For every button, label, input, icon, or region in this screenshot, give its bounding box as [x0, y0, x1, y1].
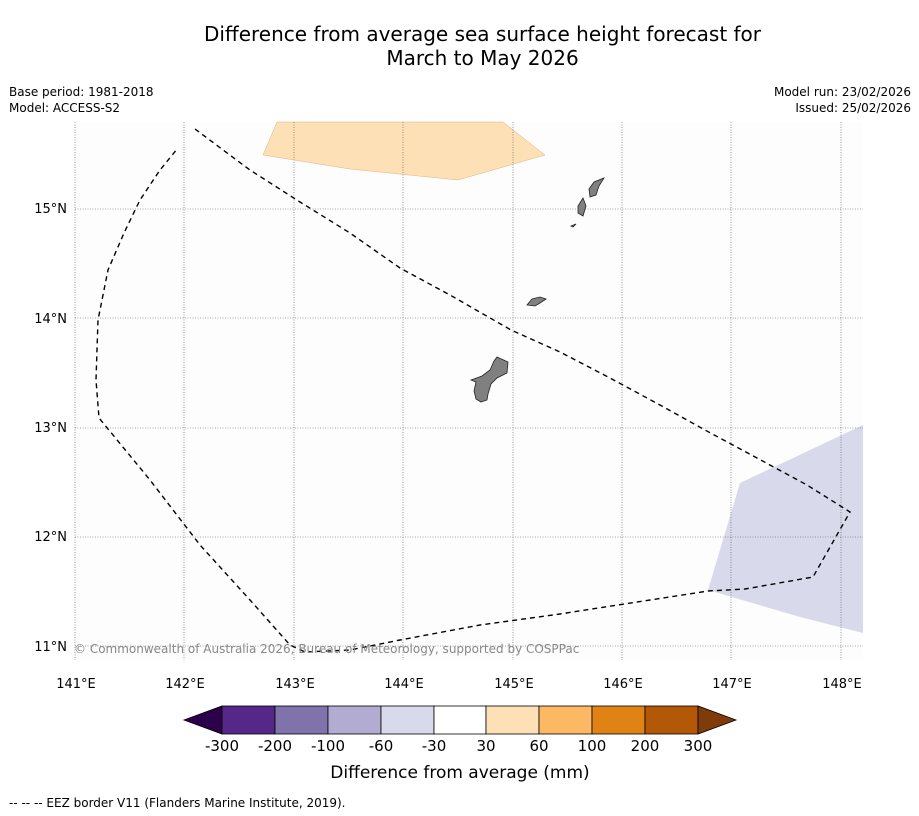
colorbar-tick: 30	[476, 737, 495, 755]
colorbar-bin	[380, 705, 435, 735]
lon-label: 145°E	[494, 677, 534, 692]
lat-label: 11°N	[34, 640, 67, 655]
islands	[469, 177, 605, 403]
model-run: Model run: 23/02/2026	[773, 85, 911, 99]
eez-border	[95, 128, 851, 653]
title-line-2: March to May 2026	[386, 46, 579, 70]
colorbar-bin	[274, 705, 329, 735]
copyright-notice: © Commonwealth of Australia 2026, Bureau…	[74, 642, 579, 656]
island-guam	[469, 356, 509, 403]
colorbar-bin	[221, 705, 276, 735]
colorbar-ticks: -300 -200 -100 -60 -30 30 60 100 200 300	[205, 737, 712, 755]
meta-right: Model run: 23/02/2026 Issued: 25/02/2026	[774, 84, 911, 116]
lon-labels: 141°E 142°E 143°E 144°E 145°E 146°E 147°…	[56, 677, 862, 692]
colorbar-bin	[538, 705, 593, 735]
island-aguijan	[570, 223, 577, 228]
lon-label: 143°E	[275, 677, 315, 692]
colorbar-bin	[433, 705, 487, 735]
meta-left: Base period: 1981-2018 Model: ACCESS-S2	[9, 84, 154, 116]
colorbar-bin	[644, 705, 699, 735]
issued-date: Issued: 25/02/2026	[795, 101, 911, 115]
colorbar-tick: 100	[578, 737, 607, 755]
eez-legend: -- -- -- EEZ border V11 (Flanders Marine…	[9, 796, 346, 810]
colorbar-tick: 200	[631, 737, 660, 755]
model-name: Model: ACCESS-S2	[9, 101, 121, 115]
lon-label: 146°E	[603, 677, 643, 692]
title-line-1: Difference from average sea surface heig…	[203, 22, 762, 46]
lat-label: 12°N	[34, 530, 67, 545]
island-rota	[526, 296, 547, 307]
colorbar-tick: 300	[684, 737, 713, 755]
base-period: Base period: 1981-2018	[9, 85, 154, 99]
colorbar	[182, 705, 738, 735]
colorbar-tick: -60	[369, 737, 394, 755]
lon-label: 148°E	[822, 677, 862, 692]
anomaly-region-negative	[708, 425, 863, 633]
lat-labels: 15°N 14°N 13°N 12°N 11°N	[34, 202, 67, 655]
lon-label: 141°E	[56, 677, 96, 692]
colorbar-extend-low	[182, 705, 223, 735]
anomaly-region-positive	[262, 121, 546, 181]
gridlines	[74, 122, 863, 660]
lon-label: 142°E	[165, 677, 205, 692]
colorbar-tick: 60	[529, 737, 548, 755]
lon-label: 144°E	[384, 677, 424, 692]
lat-label: 13°N	[34, 421, 67, 436]
colorbar-bin	[485, 705, 540, 735]
colorbar-tick: -30	[422, 737, 447, 755]
lon-label: 147°E	[712, 677, 752, 692]
lat-label: 15°N	[34, 202, 67, 217]
colorbar-extend-high	[697, 705, 738, 735]
island-saipan	[588, 177, 605, 198]
island-tinian	[577, 197, 587, 217]
colorbar-tick: -200	[258, 737, 292, 755]
map-title: Difference from average sea surface heig…	[0, 22, 919, 70]
colorbar-bin	[591, 705, 646, 735]
lat-label: 14°N	[34, 312, 67, 327]
colorbar-title: Difference from average (mm)	[330, 763, 589, 783]
colorbar-bin	[327, 705, 382, 735]
colorbar-tick: -100	[311, 737, 345, 755]
colorbar-tick: -300	[205, 737, 239, 755]
